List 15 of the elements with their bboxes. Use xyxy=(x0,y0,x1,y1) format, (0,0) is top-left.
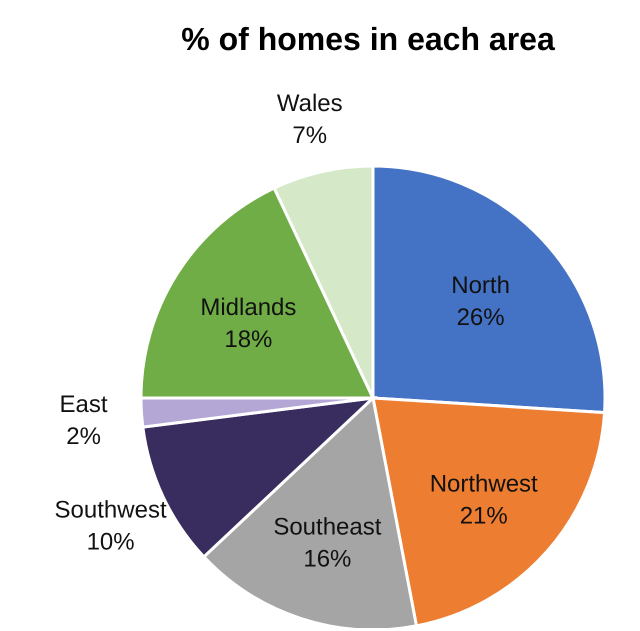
data-label: 10% xyxy=(86,528,135,556)
data-label: 7% xyxy=(292,122,328,149)
data-label: 16% xyxy=(303,545,352,572)
data-label: 26% xyxy=(456,304,505,331)
slice-label: East xyxy=(60,391,108,418)
slice-label: Southeast xyxy=(273,513,382,540)
slice-label: Wales xyxy=(276,90,343,117)
slice-label: Northwest xyxy=(430,470,538,498)
data-label: 18% xyxy=(224,326,272,353)
slice-label: North xyxy=(451,272,510,299)
slice-label: Southwest xyxy=(54,496,167,524)
chart-title: % of homes in each area xyxy=(181,21,555,57)
data-label: 2% xyxy=(66,423,101,450)
slice-label: Midlands xyxy=(200,294,296,321)
data-label: 21% xyxy=(460,502,508,530)
